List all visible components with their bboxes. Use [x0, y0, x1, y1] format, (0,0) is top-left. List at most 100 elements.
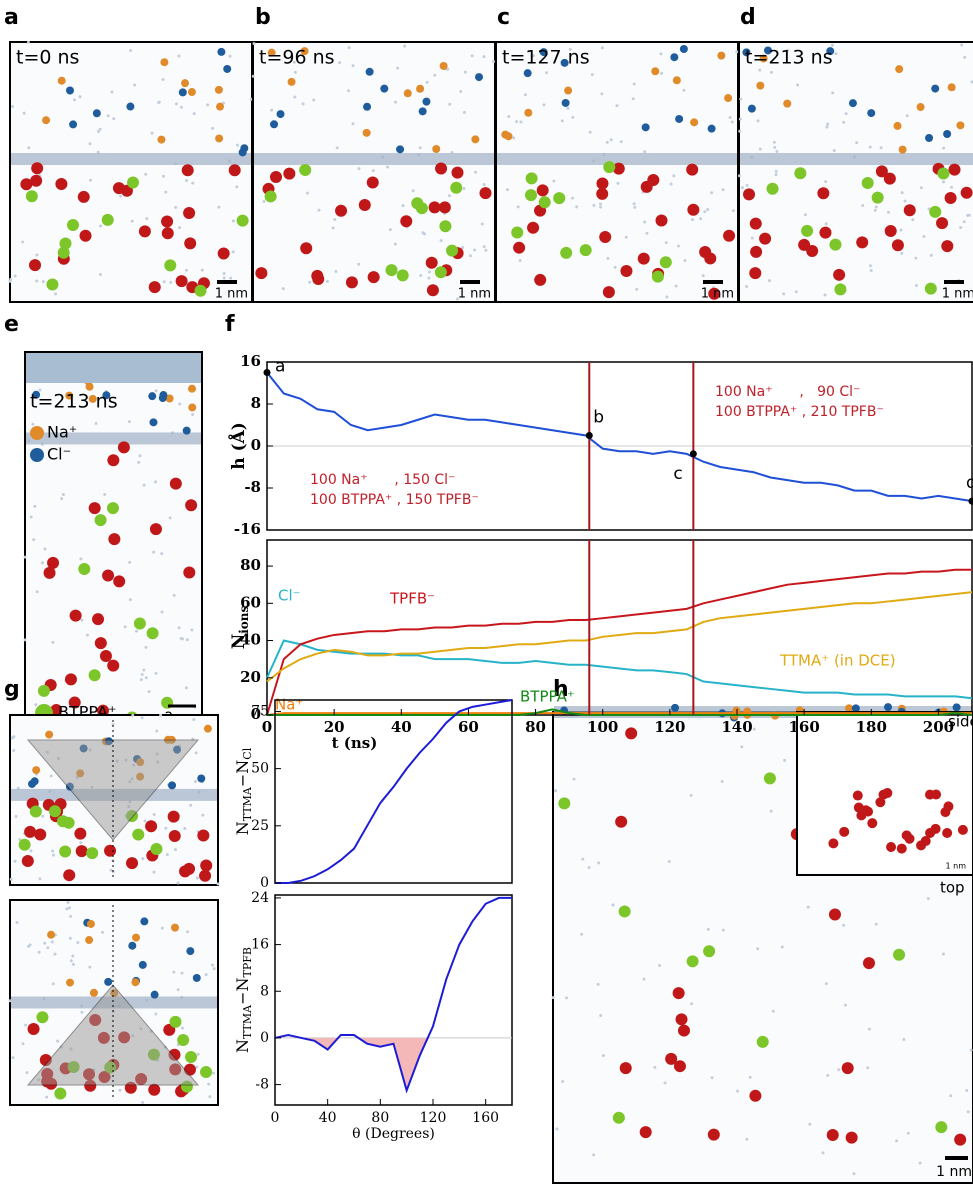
solvent [597, 983, 600, 986]
ion [140, 917, 148, 925]
anion [656, 214, 668, 226]
ion [953, 703, 961, 711]
cation [107, 502, 119, 514]
solvent [352, 64, 355, 67]
solvent [782, 292, 785, 295]
legend-label: Cl⁻ [47, 445, 71, 464]
solvent [174, 206, 177, 209]
solvent [24, 556, 27, 559]
solvent [217, 206, 220, 209]
plot-frame [267, 540, 972, 715]
cation [95, 514, 107, 526]
anion [126, 857, 138, 869]
ion [32, 766, 40, 774]
anion [829, 909, 841, 921]
solvent [668, 860, 671, 863]
solvent [208, 1095, 211, 1098]
series-line [267, 570, 972, 715]
solvent [229, 277, 232, 280]
cation [127, 177, 139, 189]
solvent [68, 906, 71, 909]
solvent [942, 952, 945, 955]
solvent [141, 716, 144, 719]
ion [160, 58, 168, 66]
solvent [581, 858, 584, 861]
solvent [109, 869, 112, 872]
ion [86, 383, 94, 391]
scale-label: 1 nm [215, 287, 248, 302]
solvent [46, 946, 49, 949]
solvent [51, 940, 54, 943]
solvent [89, 142, 92, 145]
y-axis-label-part: h (Å) [227, 422, 249, 470]
anion [941, 240, 953, 252]
cation [652, 271, 664, 283]
anion [427, 284, 439, 296]
solvent [960, 43, 963, 46]
cation [147, 627, 159, 639]
solvent [907, 1132, 910, 1135]
solvent [11, 105, 14, 108]
solvent [658, 964, 661, 967]
solvent [524, 93, 527, 96]
anion [31, 162, 43, 174]
anion [346, 276, 358, 288]
y-axis-label-part: N [233, 1039, 252, 1053]
solvent [162, 78, 165, 81]
solvent [736, 1090, 739, 1093]
annotation: 100 BTPPA⁺ , 150 TPFB⁻ [310, 492, 479, 508]
y-tick-label: 0 [251, 436, 261, 454]
solvent [677, 245, 680, 248]
solvent [51, 849, 54, 852]
ion [670, 53, 678, 61]
solvent [481, 222, 484, 225]
annotation: 100 BTPPA⁺ , 210 TPFB⁻ [715, 404, 884, 420]
solvent [25, 1071, 28, 1074]
y-axis-label-part: Cl [241, 747, 254, 759]
solvent [963, 220, 966, 223]
x-tick-label: 40 [319, 1110, 337, 1126]
cation [937, 168, 949, 180]
scale-label: 1 nm [458, 287, 491, 302]
solvent [69, 937, 72, 940]
cation [177, 1034, 189, 1046]
cation [36, 1011, 48, 1023]
solvent [95, 422, 98, 425]
anion [148, 1084, 160, 1096]
solvent [72, 963, 75, 966]
solvent [675, 284, 678, 287]
solvent [154, 1013, 157, 1016]
negative-area [275, 898, 512, 1090]
cation [67, 219, 79, 231]
solvent [160, 552, 163, 555]
y-axis-label: NTTMA−NTPFB [233, 947, 255, 1053]
anion [892, 239, 904, 251]
solvent [201, 814, 204, 817]
solvent [185, 269, 188, 272]
solvent [653, 1066, 656, 1069]
solvent [52, 854, 55, 857]
anion [620, 1062, 632, 1074]
solvent [690, 1002, 693, 1005]
solvent [181, 1027, 184, 1030]
solvent [833, 149, 836, 152]
solvent [906, 114, 909, 117]
solvent [738, 174, 741, 177]
solvent [54, 292, 57, 295]
solvent [195, 751, 198, 754]
anion [89, 502, 101, 514]
solvent [348, 46, 351, 49]
solvent [633, 82, 636, 85]
anion [943, 801, 953, 811]
solvent [589, 131, 592, 134]
solvent [869, 146, 872, 149]
anion [596, 178, 608, 190]
solvent [968, 214, 971, 217]
solvent [473, 249, 476, 252]
anion [759, 233, 771, 245]
ion [93, 109, 101, 117]
anion [885, 225, 897, 237]
anion [886, 842, 896, 852]
solvent [575, 205, 578, 208]
x-tick-label: 80 [371, 1110, 389, 1126]
